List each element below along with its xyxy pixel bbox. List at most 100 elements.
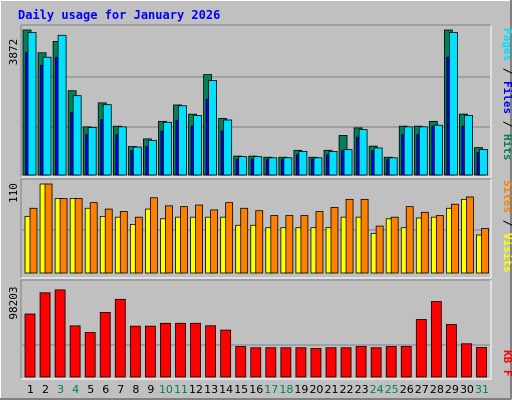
bar-kbf-day-2 (39, 292, 51, 378)
bar-pages-day-15 (238, 156, 248, 176)
legend-top: Pages / Files / Hits (501, 28, 512, 161)
bar-sites-day-20 (315, 211, 324, 274)
bar-kbf-day-5 (84, 332, 96, 378)
bar-sites-day-6 (104, 208, 113, 274)
bar-sites-day-26 (405, 206, 414, 274)
bar-sites-day-2 (44, 183, 53, 274)
bar-pages-day-7 (117, 126, 127, 176)
day-label-18: 18 (279, 383, 293, 396)
bar-pages-day-18 (283, 157, 293, 176)
bar-pages-day-30 (464, 114, 473, 176)
bar-sites-day-31 (481, 228, 489, 274)
bar-pages-day-24 (373, 147, 383, 176)
day-label-28: 28 (430, 383, 444, 396)
bar-sites-day-27 (420, 211, 429, 274)
bar-sites-day-15 (240, 207, 249, 274)
bar-sites-day-22 (345, 198, 354, 274)
bar-sites-day-5 (89, 202, 98, 274)
bar-sites-day-19 (300, 215, 309, 274)
day-label-31: 31 (475, 383, 489, 396)
bar-pages-day-20 (313, 157, 323, 176)
chart-title: Daily usage for January 2026 (18, 8, 220, 22)
bar-sites-day-14 (225, 202, 234, 274)
bar-kbf-day-31 (476, 347, 487, 378)
bar-kbf-day-26 (400, 346, 412, 378)
bar-kbf-day-27 (415, 319, 427, 378)
bar-pages-day-17 (268, 157, 278, 176)
day-label-6: 6 (102, 383, 109, 396)
bar-kbf-day-3 (54, 289, 66, 378)
bars (22, 29, 489, 378)
bar-kbf-day-13 (205, 325, 217, 378)
panel-top-ymax-label: 3872 (7, 39, 20, 66)
bar-pages-day-27 (418, 126, 428, 176)
day-label-30: 30 (460, 383, 474, 396)
day-label-29: 29 (445, 383, 459, 396)
day-label-3: 3 (57, 383, 64, 396)
day-label-5: 5 (87, 383, 94, 396)
bar-pages-day-1 (27, 32, 37, 176)
bar-kbf-day-25 (385, 346, 397, 378)
bar-pages-day-21 (328, 151, 338, 176)
bar-pages-day-29 (448, 32, 458, 176)
day-label-1: 1 (27, 383, 34, 396)
panel-bottom-ymax-label: 98203 (7, 286, 20, 319)
bar-sites-day-10 (165, 205, 173, 274)
bar-sites-day-12 (195, 204, 203, 274)
day-label-16: 16 (249, 383, 263, 396)
day-label-15: 15 (234, 383, 248, 396)
bar-kbf-day-11 (175, 322, 186, 378)
bar-pages-day-22 (343, 149, 353, 176)
bar-pages-day-16 (253, 156, 263, 176)
legend-sep-3: / (501, 213, 512, 233)
bar-pages-day-9 (147, 139, 157, 176)
bar-sites-day-13 (210, 209, 219, 274)
bar-sites-day-23 (360, 198, 369, 274)
bar-pages-day-5 (87, 127, 97, 176)
bar-pages-day-31 (479, 149, 488, 176)
day-label-10: 10 (159, 383, 173, 396)
day-label-12: 12 (189, 383, 203, 396)
bar-sites-day-3 (59, 198, 68, 274)
bar-sites-day-29 (450, 203, 459, 274)
day-labels: 1 2 3 4 5 6 7 8 9 10 11 12 13 14 15 16 17 18 19 20 21 22 23 24 2… (27, 383, 489, 396)
bar-kbf-day-22 (340, 347, 352, 378)
day-label-14: 14 (219, 383, 233, 396)
bar-sites-day-4 (74, 198, 83, 274)
bar-kbf-day-29 (445, 324, 457, 378)
bar-kbf-day-14 (220, 329, 232, 378)
bar-kbf-day-9 (144, 325, 156, 378)
bar-pages-day-26 (403, 126, 413, 176)
day-label-13: 13 (204, 383, 218, 396)
day-label-7: 7 (117, 383, 124, 396)
day-label-23: 23 (355, 383, 369, 396)
bar-sites-day-30 (466, 196, 474, 274)
bar-kbf-day-6 (99, 312, 111, 378)
day-label-21: 21 (325, 383, 339, 396)
bar-pages-day-25 (388, 157, 398, 176)
bar-sites-day-17 (270, 215, 279, 274)
bar-kbf-day-16 (250, 347, 262, 378)
bar-sites-day-21 (330, 207, 339, 274)
bar-kbf-day-19 (295, 347, 307, 378)
bar-kbf-day-21 (325, 347, 337, 378)
bar-sites-day-8 (134, 216, 143, 274)
legend-files: Files (501, 81, 512, 114)
legend-kbf: KB F (501, 350, 512, 377)
bar-pages-day-14 (223, 119, 233, 176)
bar-pages-day-28 (433, 124, 443, 176)
bar-sites-day-24 (375, 225, 384, 274)
bar-kbf-day-8 (129, 325, 141, 378)
day-label-22: 22 (340, 383, 354, 396)
bar-kbf-day-17 (265, 347, 277, 378)
bar-kbf-day-18 (280, 347, 292, 378)
bar-kbf-day-15 (235, 346, 247, 378)
bar-pages-day-11 (178, 105, 187, 176)
panel-mid-ymax-label: 110 (7, 183, 20, 203)
bar-kbf-day-23 (355, 346, 367, 378)
day-label-24: 24 (370, 383, 384, 396)
legend-sep-2: / (501, 114, 512, 134)
day-label-26: 26 (400, 383, 414, 396)
day-label-4: 4 (72, 383, 79, 396)
